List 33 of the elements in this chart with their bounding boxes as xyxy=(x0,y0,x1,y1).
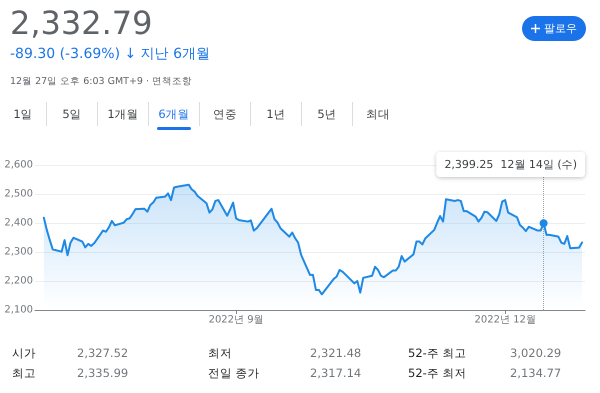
text: 전일 종가 xyxy=(208,366,260,381)
y-tick-label: 2,500 xyxy=(4,188,33,200)
text: 최저 xyxy=(208,346,232,361)
text: 최고 xyxy=(12,366,36,381)
y-tick-label: 2,600 xyxy=(4,160,33,170)
text: 1개월 xyxy=(97,102,148,126)
chart-title: 2,332.79 xyxy=(10,4,152,42)
text: 최대 xyxy=(352,102,403,126)
text: 2,327.52 xyxy=(77,346,128,360)
text: 52-주 최고 xyxy=(408,346,466,361)
y-tick-label: 2,200 xyxy=(4,276,33,286)
text: 6개월 xyxy=(148,102,199,126)
x-tick-label: 2022년 9월 xyxy=(208,314,264,326)
text: 52-주 최저 xyxy=(408,366,466,381)
annotation: 2,399.25 12월 14일 (수) xyxy=(444,158,577,171)
text: 1년 xyxy=(250,102,301,126)
x-tick-label: 2022년 12월 xyxy=(474,314,536,326)
text: 연중 xyxy=(199,102,250,126)
text: 5년 xyxy=(301,102,352,126)
text: 2,317.14 xyxy=(310,366,362,380)
y-tick-label: 2,400 xyxy=(4,218,33,228)
text: 1일 xyxy=(12,106,34,122)
text: 2,134.77 xyxy=(510,366,562,380)
text: 3,020.29 xyxy=(510,346,562,360)
text: 12월 27일 오후 6:03 GMT+9 · 면책조항 xyxy=(10,75,192,88)
text: 2,321.48 xyxy=(310,346,362,360)
y-tick-label: 2,100 xyxy=(4,304,33,316)
text: 5일 xyxy=(46,102,97,126)
chart-subtitle: -89.30 (-3.69%) ↓ 지난 6개월 xyxy=(10,45,210,63)
y-tick-label: 2,300 xyxy=(4,246,33,258)
text: 시가 xyxy=(12,346,36,361)
text: 팔로우 xyxy=(544,21,577,36)
text: 2,335.99 xyxy=(77,366,128,380)
